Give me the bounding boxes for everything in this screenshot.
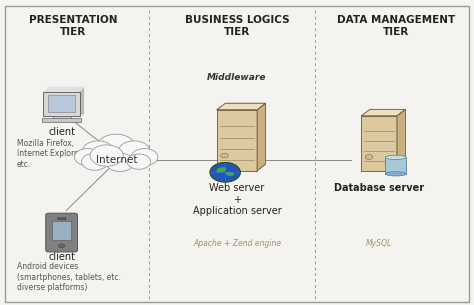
Polygon shape bbox=[80, 87, 84, 116]
Circle shape bbox=[365, 155, 373, 160]
Circle shape bbox=[118, 141, 150, 161]
Text: Internet: Internet bbox=[96, 155, 138, 164]
Polygon shape bbox=[217, 103, 265, 110]
Circle shape bbox=[106, 153, 134, 171]
Circle shape bbox=[127, 154, 151, 169]
Ellipse shape bbox=[385, 172, 406, 176]
Text: Database server: Database server bbox=[334, 183, 424, 193]
Text: PRESENTATION
TIER: PRESENTATION TIER bbox=[29, 15, 118, 37]
Circle shape bbox=[58, 244, 65, 248]
Text: client: client bbox=[48, 252, 75, 262]
Text: client: client bbox=[48, 127, 75, 137]
FancyBboxPatch shape bbox=[48, 95, 75, 112]
FancyBboxPatch shape bbox=[43, 92, 80, 116]
Circle shape bbox=[210, 163, 240, 182]
Text: Android devices
(smartphones, tablets, etc.
diverse platforms): Android devices (smartphones, tablets, e… bbox=[17, 262, 120, 292]
FancyBboxPatch shape bbox=[361, 116, 397, 171]
Polygon shape bbox=[397, 109, 405, 171]
Polygon shape bbox=[257, 103, 265, 171]
Text: Apache + Zend engine: Apache + Zend engine bbox=[193, 239, 281, 249]
FancyBboxPatch shape bbox=[385, 157, 406, 174]
Circle shape bbox=[82, 153, 108, 170]
Ellipse shape bbox=[217, 167, 226, 173]
Ellipse shape bbox=[226, 172, 234, 176]
Text: Middleware: Middleware bbox=[207, 73, 267, 82]
FancyBboxPatch shape bbox=[52, 221, 71, 240]
Text: MySQL: MySQL bbox=[366, 239, 392, 249]
FancyBboxPatch shape bbox=[46, 213, 78, 252]
FancyBboxPatch shape bbox=[53, 117, 71, 120]
Text: Mozilla Firefox,
Internet Explorer,
etc.: Mozilla Firefox, Internet Explorer, etc. bbox=[17, 139, 84, 169]
Circle shape bbox=[97, 134, 135, 159]
Ellipse shape bbox=[385, 155, 406, 160]
FancyBboxPatch shape bbox=[217, 110, 257, 171]
Text: BUSINESS LOGICS
TIER: BUSINESS LOGICS TIER bbox=[185, 15, 289, 37]
FancyBboxPatch shape bbox=[42, 118, 81, 122]
FancyBboxPatch shape bbox=[5, 6, 469, 302]
Circle shape bbox=[90, 145, 123, 166]
Polygon shape bbox=[44, 87, 84, 92]
Text: DATA MANAGEMENT
TIER: DATA MANAGEMENT TIER bbox=[337, 15, 455, 37]
Circle shape bbox=[221, 153, 228, 158]
Circle shape bbox=[131, 149, 158, 166]
Polygon shape bbox=[361, 109, 405, 116]
Text: Web server
+
Application server: Web server + Application server bbox=[192, 183, 282, 216]
Circle shape bbox=[82, 141, 114, 161]
FancyBboxPatch shape bbox=[57, 218, 66, 220]
Circle shape bbox=[74, 149, 101, 166]
